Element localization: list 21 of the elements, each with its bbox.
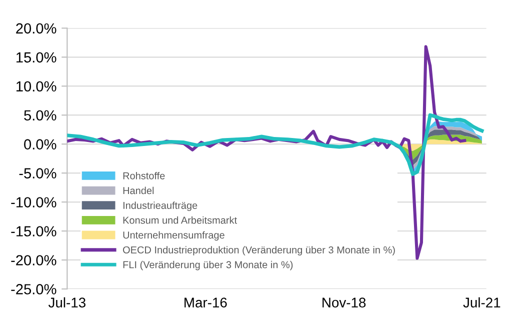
y-tick-label: -15.0% [11,226,56,236]
legend-label: Rohstoffe [123,172,165,180]
y-tick-label: -10.0% [11,197,56,208]
y-tick-label: 20.0% [16,23,56,34]
y-tick-label: -25.0% [11,284,56,294]
legend-label: OECD Industrieproduktion (Veränderung über 3 Monate in %) [123,246,395,256]
y-tick-label: 0.0% [24,139,56,150]
x-tick-label: Jul-21 [463,297,500,308]
x-tick-label: Mar-16 [184,298,227,308]
y-tick-label: -5.0% [19,168,56,178]
legend-label: Industrieaufträge [123,202,198,211]
legend-label: Konsum und Arbeitsmarkt [123,216,237,224]
y-tick-label: 5.0% [24,110,56,121]
x-tick-label: Nov-18 [322,298,366,308]
x-tick-label: Jul-13 [48,297,86,308]
y-tick-label: 10.0% [16,81,56,92]
y-tick-label: -20.0% [11,255,56,266]
y-tick-label: 15.0% [16,52,56,63]
legend-label: Unternehmensumfrage [123,231,224,241]
legend-label: Handel [123,186,154,194]
legend-label: FLI (Veränderung über 3 Monate in %) [123,260,293,270]
